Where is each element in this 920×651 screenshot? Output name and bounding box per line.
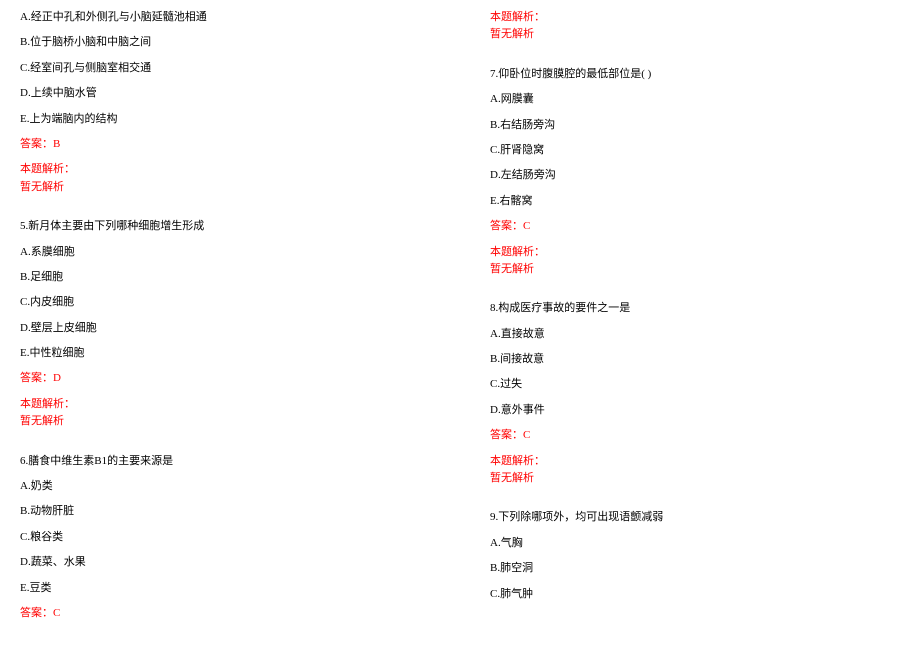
q6-option-a: A.奶类 [20,479,430,494]
q5-option-d: D.壁层上皮细胞 [20,321,430,336]
q6-option-e: E.豆类 [20,581,430,596]
q5-answer: 答案：D [20,371,430,386]
q5-option-c: C.内皮细胞 [20,295,430,310]
q7-option-d: D.左结肠旁沟 [490,168,900,183]
q6-explain-text: 暂无解析 [490,27,900,42]
q6-option-d: D.蔬菜、水果 [20,555,430,570]
q8-option-b: B.间接故意 [490,352,900,367]
q6-option-b: B.动物肝脏 [20,504,430,519]
q8-option-d: D.意外事件 [490,403,900,418]
q7-answer: 答案：C [490,219,900,234]
left-column: A.经正中孔和外侧孔与小脑延髓池相通 B.位于脑桥小脑和中脑之间 C.经室间孔与… [20,10,430,631]
q5-explain-text: 暂无解析 [20,414,430,429]
q7-stem: 7.仰卧位时腹膜腔的最低部位是( ) [490,67,900,82]
q8-explain-label: 本题解析： [490,454,900,469]
q8-option-c: C.过失 [490,377,900,392]
q9-option-c: C.肺气肿 [490,587,900,602]
q7-explain-label: 本题解析： [490,245,900,260]
q4-option-c: C.经室间孔与侧脑室相交通 [20,61,430,76]
q7-option-b: B.右结肠旁沟 [490,118,900,133]
q6-stem: 6.膳食中维生素B1的主要来源是 [20,454,430,469]
q7-option-c: C.肝肾隐窝 [490,143,900,158]
q8-option-a: A.直接故意 [490,327,900,342]
right-column: 本题解析： 暂无解析 7.仰卧位时腹膜腔的最低部位是( ) A.网膜囊 B.右结… [490,10,900,631]
q9-option-a: A.气胸 [490,536,900,551]
q4-explain-text: 暂无解析 [20,180,430,195]
page-columns: A.经正中孔和外侧孔与小脑延髓池相通 B.位于脑桥小脑和中脑之间 C.经室间孔与… [20,10,900,631]
q4-option-e: E.上为端脑内的结构 [20,112,430,127]
q6-option-c: C.粮谷类 [20,530,430,545]
q5-explain-label: 本题解析： [20,397,430,412]
q4-option-a: A.经正中孔和外侧孔与小脑延髓池相通 [20,10,430,25]
q6-explain-label: 本题解析： [490,10,900,25]
q6-answer: 答案：C [20,606,430,621]
q4-explain-label: 本题解析： [20,162,430,177]
q4-option-d: D.上续中脑水管 [20,86,430,101]
q5-option-b: B.足细胞 [20,270,430,285]
q4-answer: 答案：B [20,137,430,152]
q9-option-b: B.肺空洞 [490,561,900,576]
q5-option-a: A.系膜细胞 [20,245,430,260]
q8-explain-text: 暂无解析 [490,471,900,486]
q7-option-e: E.右髂窝 [490,194,900,209]
q8-stem: 8.构成医疗事故的要件之一是 [490,301,900,316]
q5-option-e: E.中性粒细胞 [20,346,430,361]
q7-option-a: A.网膜囊 [490,92,900,107]
q4-option-b: B.位于脑桥小脑和中脑之间 [20,35,430,50]
q9-stem: 9.下列除哪项外，均可出现语颤减弱 [490,510,900,525]
q7-explain-text: 暂无解析 [490,262,900,277]
q8-answer: 答案：C [490,428,900,443]
q5-stem: 5.新月体主要由下列哪种细胞增生形成 [20,219,430,234]
